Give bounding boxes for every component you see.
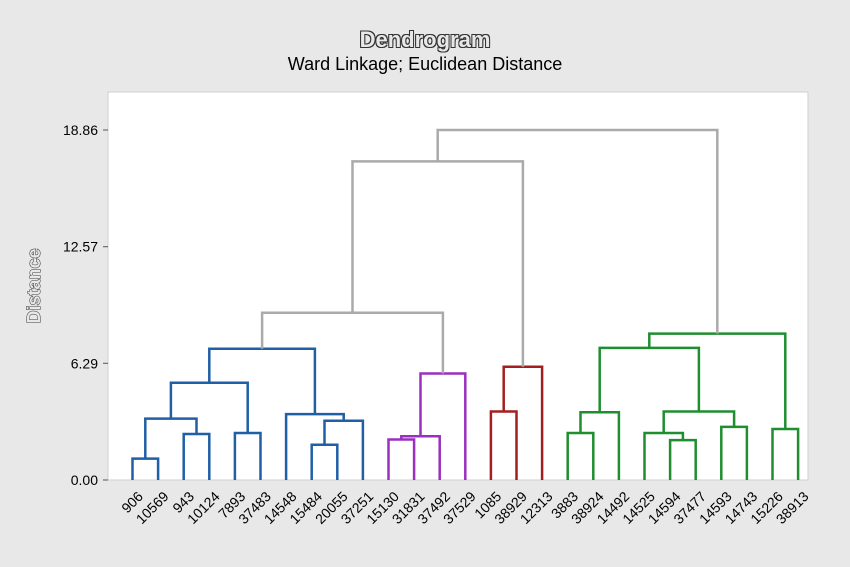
dendrogram-branch-m11 <box>400 434 441 480</box>
dendrogram-branch-m3 <box>144 417 198 459</box>
dendrogram-branch-m16 <box>351 160 525 367</box>
branch-group <box>131 128 800 480</box>
chart-title: Dendrogram <box>359 27 491 52</box>
dendrogram-branch-m22 <box>662 410 736 434</box>
plot-area <box>107 91 809 481</box>
dendrogram-branch-m8 <box>284 412 345 480</box>
dendrogram-branch-m26 <box>436 128 719 334</box>
dendrogram-branch-m19 <box>668 438 697 480</box>
dendrogram-branch-m4 <box>233 431 262 480</box>
dendrogram-branch-m14 <box>489 410 518 480</box>
dendrogram-branch-m17 <box>566 431 595 480</box>
dendrogram-branch-m20 <box>643 431 685 480</box>
chart-subtitle: Ward Linkage; Euclidean Distance <box>287 54 563 74</box>
y-tick-label: 6.29 <box>71 355 98 371</box>
y-axis-label: Distance <box>24 248 44 323</box>
dendrogram-branch-m1 <box>131 457 160 480</box>
dendrogram-branch-m21 <box>720 425 749 480</box>
dendrogram-branch-m2 <box>182 432 211 480</box>
y-tick-label: 12.57 <box>63 239 98 255</box>
y-tick-label: 0.00 <box>71 472 98 488</box>
y-tick-label: 18.86 <box>63 122 98 138</box>
dendrogram-branch-m7 <box>323 419 365 480</box>
